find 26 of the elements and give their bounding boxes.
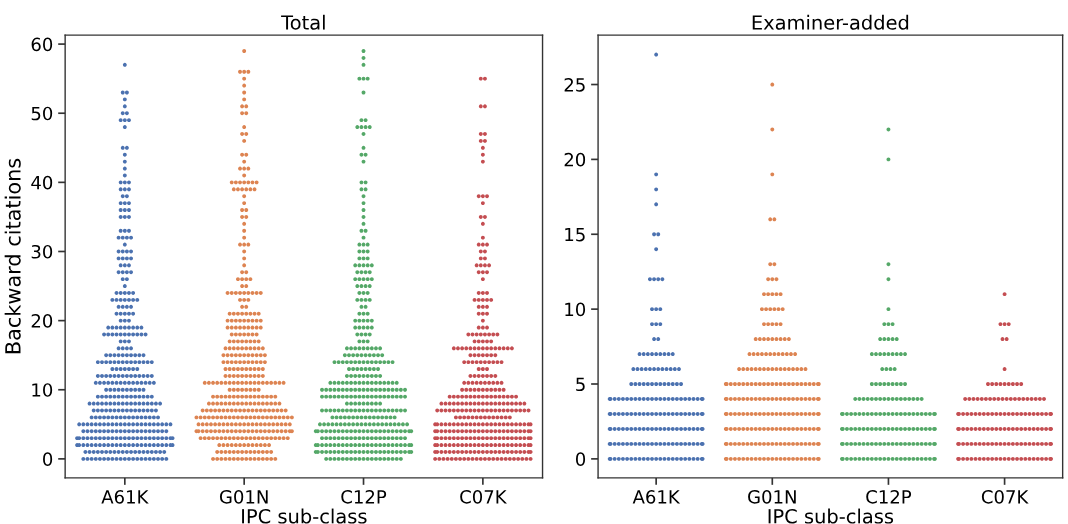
y-tick-label: 60 (31, 37, 53, 52)
y-tick-label: 25 (564, 77, 585, 92)
y-tick-label: 30 (31, 244, 53, 259)
y-tick-label: 10 (32, 383, 53, 397)
chart-title: Total (281, 14, 325, 30)
chart-title: Examiner-added (752, 14, 909, 30)
y-tick-label: 15 (565, 227, 585, 242)
x-tick-label: C07K (460, 490, 507, 504)
x-axis-title: IPC sub-class (768, 508, 894, 524)
y-tick-label: 0 (575, 452, 586, 466)
y-tick-label: 20 (31, 314, 53, 328)
y-tick-label: 40 (31, 175, 53, 190)
x-tick-label: A61K (101, 490, 149, 504)
x-tick-label: C07K (981, 490, 1029, 504)
x-tick-label: A61K (632, 490, 681, 504)
y-tick-label: 50 (31, 106, 53, 121)
y-tick-label: 0 (43, 452, 53, 466)
y-tick-label: 20 (564, 152, 586, 167)
x-axis-title: IPC sub-class (242, 508, 367, 524)
y-tick-label: 5 (576, 377, 585, 392)
x-tick-label: G01N (748, 490, 796, 504)
y-tick-label: 10 (565, 302, 586, 317)
y-axis-title: Backward citations (4, 158, 21, 354)
x-tick-label: C12P (341, 490, 387, 504)
x-tick-label: G01N (219, 490, 268, 504)
x-tick-label: C12P (866, 490, 912, 504)
